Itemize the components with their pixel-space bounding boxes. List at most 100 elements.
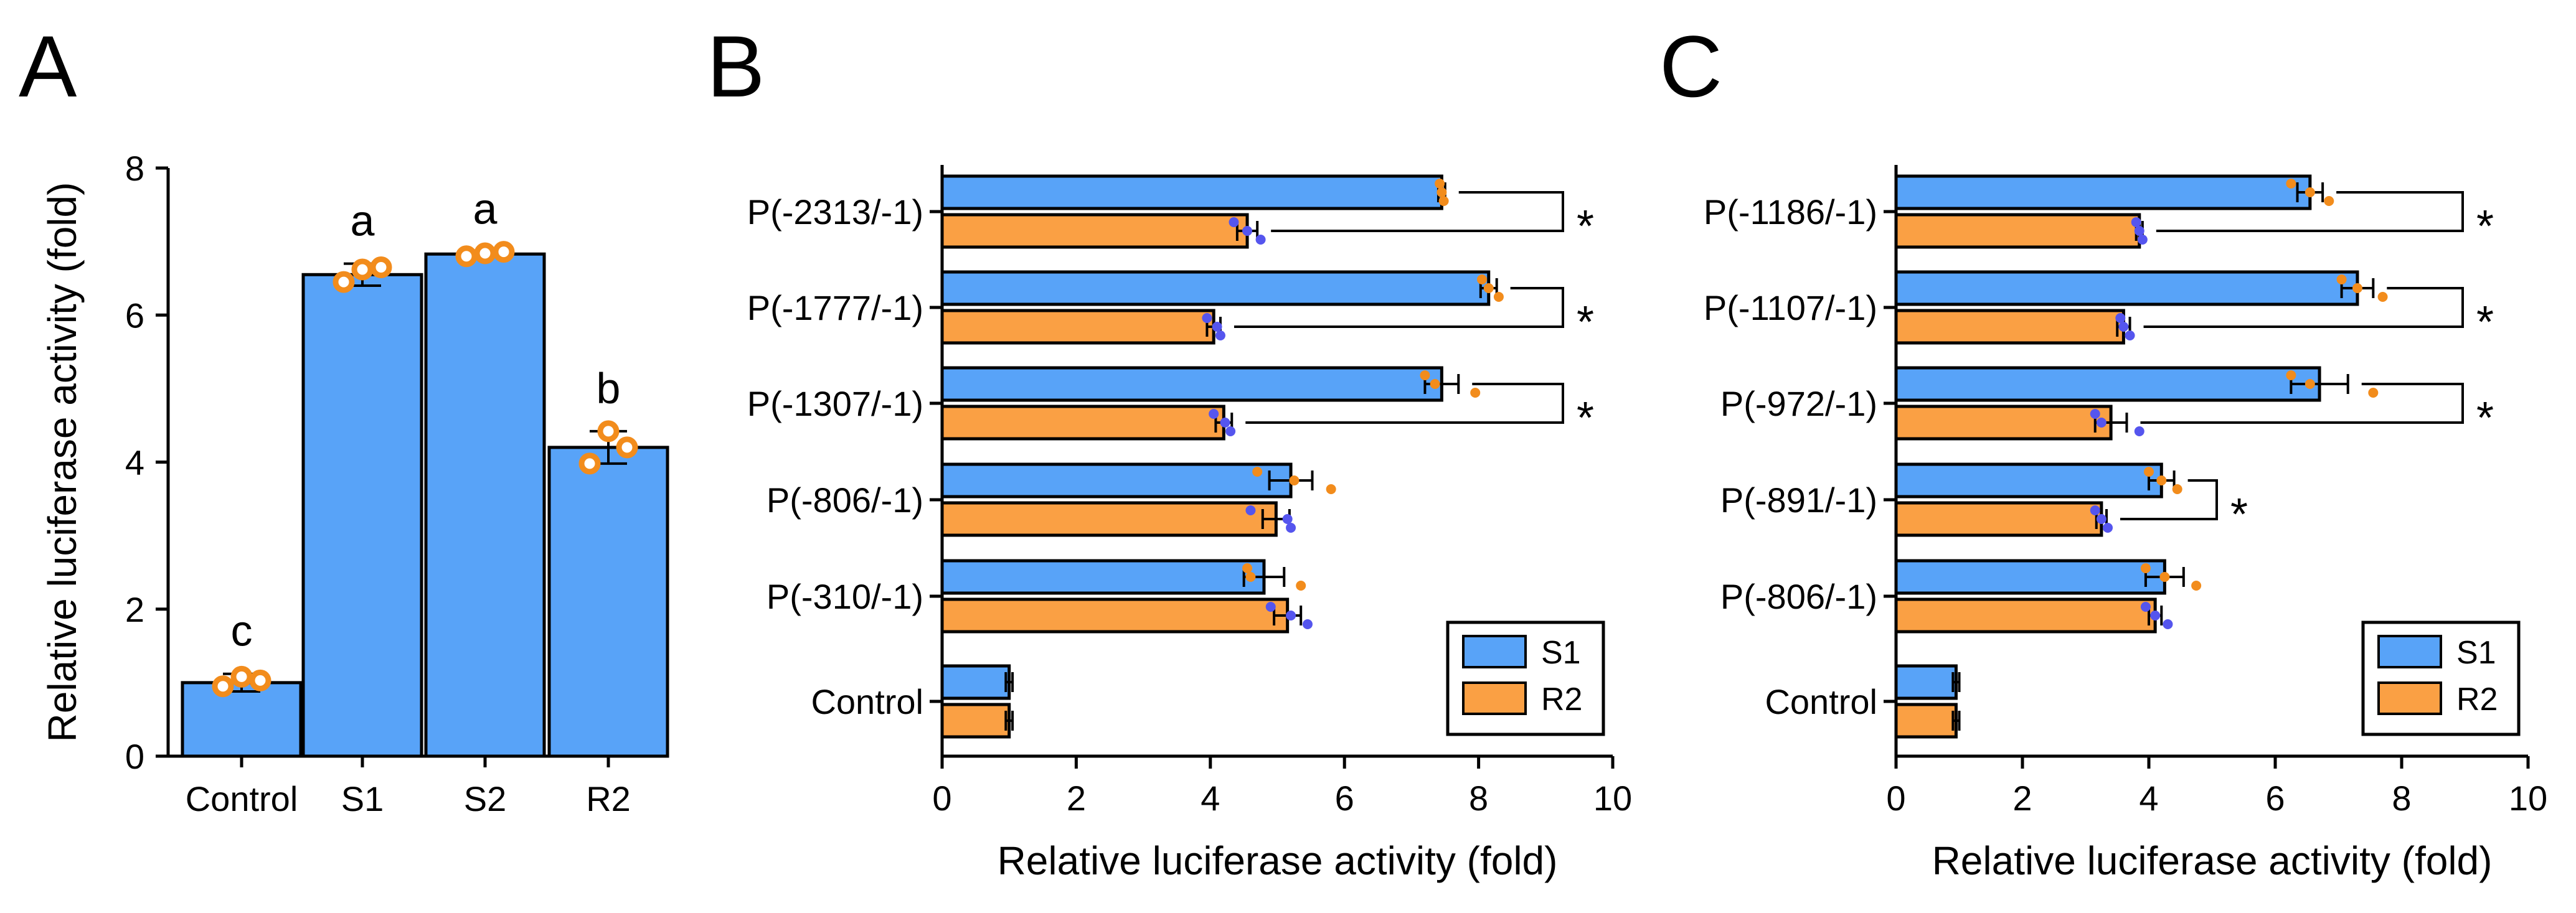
y-tick-label: 4 bbox=[125, 443, 144, 482]
bar-s1 bbox=[1894, 366, 2321, 402]
legend-swatch-s1 bbox=[1462, 635, 1527, 668]
panel-a-letter: A bbox=[19, 17, 77, 115]
y-tick-label: P(-806/-1) bbox=[767, 480, 923, 520]
y-tick-label: 6 bbox=[125, 296, 144, 335]
legend-label-r2: R2 bbox=[1541, 681, 1582, 718]
bar-r2 bbox=[1894, 405, 2113, 441]
bar-control bbox=[181, 681, 303, 758]
x-axis-title: Relative luciferase activity (fold) bbox=[998, 838, 1558, 883]
data-point bbox=[474, 242, 496, 265]
data-point bbox=[2286, 179, 2296, 189]
bar-s2 bbox=[424, 252, 546, 758]
data-point bbox=[333, 271, 355, 293]
legend-swatch-r2 bbox=[2377, 681, 2442, 715]
data-point bbox=[1286, 523, 1296, 533]
data-point bbox=[1289, 475, 1300, 485]
data-point bbox=[2134, 426, 2144, 436]
bar-s1 bbox=[940, 559, 1266, 595]
data-point bbox=[1242, 226, 1253, 236]
bar-r2 bbox=[940, 213, 1249, 249]
panel-c-chart: P(-1186/-1) * P(-1107/-1) * P(-972/-1) * P(-89… bbox=[1704, 165, 2547, 883]
significance-star: * bbox=[1577, 393, 1594, 443]
bar-s1 bbox=[301, 273, 423, 758]
bar-r2 bbox=[547, 446, 669, 758]
data-point bbox=[1245, 505, 1256, 515]
data-point bbox=[212, 675, 234, 698]
significance-bracket bbox=[2120, 479, 2218, 520]
data-point bbox=[1286, 611, 1296, 620]
significance-bracket bbox=[1245, 383, 1564, 424]
data-point bbox=[1326, 484, 1336, 494]
data-point bbox=[2125, 330, 2135, 340]
y-tick-label: P(-2313/-1) bbox=[747, 192, 923, 232]
data-point bbox=[2286, 370, 2296, 380]
bar-s1 bbox=[940, 174, 1443, 210]
bar-r2 bbox=[940, 309, 1215, 345]
legend-label-s1: S1 bbox=[1541, 635, 1581, 671]
data-point bbox=[2115, 313, 2126, 323]
data-point bbox=[2159, 572, 2170, 582]
x-tick-label: 0 bbox=[932, 779, 951, 818]
data-point bbox=[616, 436, 638, 459]
significance-star: * bbox=[2476, 393, 2494, 443]
bar-s1 bbox=[940, 270, 1491, 306]
significance-letter: a bbox=[351, 197, 375, 245]
legend-label-s1: S1 bbox=[2456, 635, 2496, 671]
significance-star: * bbox=[2230, 490, 2248, 540]
y-tick-label: Control bbox=[1765, 682, 1877, 721]
data-point bbox=[2140, 563, 2151, 573]
x-tick-label: 4 bbox=[2139, 779, 2158, 818]
data-point bbox=[1229, 217, 1239, 227]
significance-star: * bbox=[2476, 202, 2494, 251]
data-point bbox=[1202, 313, 1212, 323]
data-point bbox=[1296, 581, 1306, 591]
bar-r2 bbox=[1894, 309, 2125, 345]
significance-star: * bbox=[1577, 297, 1594, 347]
data-point bbox=[2134, 226, 2144, 236]
x-tick-label: 2 bbox=[2012, 779, 2032, 818]
data-point bbox=[2352, 283, 2362, 293]
significance-letter: b bbox=[597, 364, 621, 413]
data-point bbox=[351, 258, 374, 281]
data-point bbox=[1420, 370, 1430, 380]
panel-b-letter: B bbox=[707, 17, 765, 115]
bar-s1 bbox=[1894, 270, 2359, 306]
data-point bbox=[2096, 418, 2107, 428]
significance-bracket bbox=[2143, 287, 2464, 328]
bar-r2 bbox=[1894, 501, 2103, 537]
x-tick-label: 0 bbox=[1886, 779, 1905, 818]
panel-a: A c Control a S1 a S2 b R2 0 2 4 6 8 Relative lucifer… bbox=[19, 17, 669, 818]
data-point bbox=[1437, 187, 1447, 197]
data-point bbox=[1282, 514, 1293, 524]
x-tick-label: S2 bbox=[464, 779, 507, 818]
panel-c-letter: C bbox=[1659, 17, 1722, 115]
bar-r2 bbox=[940, 703, 1011, 739]
bar-s1 bbox=[940, 664, 1011, 700]
legend-swatch-s1 bbox=[2377, 635, 2442, 668]
data-point bbox=[2090, 409, 2100, 419]
bar-r2 bbox=[940, 405, 1225, 441]
bar-r2 bbox=[940, 597, 1290, 634]
y-tick-label: 2 bbox=[125, 590, 144, 629]
y-tick-label: P(-972/-1) bbox=[1720, 384, 1877, 423]
data-point bbox=[1215, 330, 1225, 340]
data-point bbox=[2377, 292, 2388, 302]
data-point bbox=[249, 669, 271, 691]
data-point bbox=[2163, 619, 2173, 629]
data-point bbox=[2156, 475, 2167, 485]
bar-s1 bbox=[940, 462, 1293, 499]
significance-bracket bbox=[1271, 191, 1564, 232]
data-point bbox=[2090, 505, 2100, 515]
data-point bbox=[1435, 179, 1445, 189]
significance-bracket bbox=[2156, 191, 2464, 232]
bar-s1 bbox=[940, 366, 1443, 402]
data-point bbox=[1470, 388, 1481, 398]
data-point bbox=[1438, 196, 1449, 206]
data-point bbox=[2096, 514, 2107, 524]
data-point bbox=[493, 241, 515, 263]
data-point bbox=[2103, 523, 2113, 533]
panel-c: C P(-1186/-1) *P(-1107/-1) *P(-972/-1) *P(-… bbox=[1659, 17, 2547, 883]
data-point bbox=[2150, 611, 2161, 620]
panel-a-chart: c Control a S1 a S2 b R2 0 2 4 6 8 Relative luciferas… bbox=[40, 149, 669, 818]
legend-swatch-r2 bbox=[1462, 681, 1527, 715]
